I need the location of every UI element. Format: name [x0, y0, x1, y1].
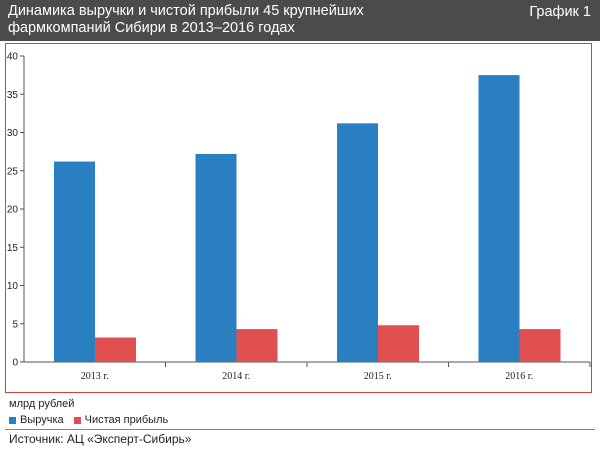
y-tick-label: 35 [7, 90, 19, 101]
y-tick-label: 10 [7, 281, 19, 292]
legend: Выручка Чистая прибыль [9, 414, 168, 426]
chart-frame [5, 43, 592, 393]
legend-label-profit: Чистая прибыль [84, 414, 169, 426]
bar-revenue [195, 153, 237, 362]
bar-chart: 0 5 10 15 20 25 30 35 40 2013 г. 2014 г. 2015 г. 201… [7, 52, 591, 382]
bar-profit [519, 329, 561, 362]
y-tick-label: 30 [7, 128, 19, 139]
x-tick-label: 2014 г. [222, 371, 250, 382]
legend-label-revenue: Выручка [20, 414, 64, 426]
y-tick-label: 15 [7, 243, 19, 254]
bar-revenue [478, 75, 520, 362]
chart-title: Динамика выручки и чистой прибыли 45 кру… [8, 3, 364, 36]
x-tick-label: 2016 г. [505, 371, 533, 382]
chart-header: Динамика выручки и чистой прибыли 45 кру… [0, 0, 600, 41]
y-tick-label: 20 [7, 205, 19, 216]
bar-revenue [337, 123, 378, 362]
source-note: Источник: АЦ «Эксперт-Сибирь» [9, 432, 192, 446]
legend-swatch-revenue [9, 416, 16, 424]
x-tick-label: 2013 г. [81, 371, 109, 382]
bar-revenue [54, 161, 95, 362]
unit-label: млрд рублей [9, 398, 75, 410]
x-tick-label: 2015 г. [364, 371, 392, 382]
bar-profit [95, 337, 136, 362]
y-tick-label: 5 [12, 319, 18, 330]
legend-item-profit: Чистая прибыль [73, 414, 169, 426]
y-tick-label: 40 [7, 52, 19, 63]
figure-label: График 1 [529, 4, 591, 20]
bar-profit [378, 325, 419, 362]
legend-item-revenue: Выручка [9, 414, 64, 426]
divider [5, 429, 595, 430]
y-tick-label: 0 [12, 358, 18, 369]
legend-swatch-profit [73, 416, 81, 424]
y-tick-label: 25 [7, 166, 19, 177]
bar-profit [236, 329, 278, 362]
